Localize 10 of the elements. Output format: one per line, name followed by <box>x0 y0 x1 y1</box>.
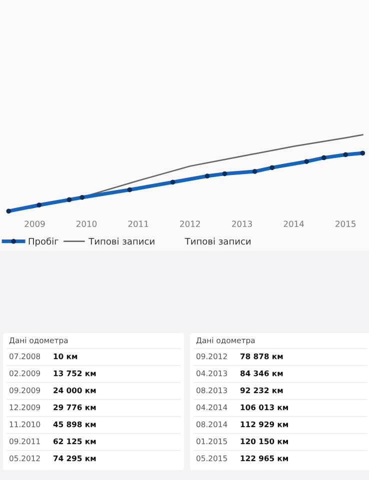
x-tick-label: 2011 <box>128 220 148 228</box>
x-tick-label: 2015 <box>336 220 356 228</box>
text: Типові записи <box>184 238 250 245</box>
x-tick-label: 2013 <box>232 220 252 228</box>
legend-label: Пробіг <box>28 238 58 246</box>
x-tick-label: 2014 <box>284 220 304 228</box>
x-tick-label: 2009 <box>24 220 45 228</box>
x-tick-label: 2010 <box>76 220 97 228</box>
x-tick-label: 2012 <box>180 220 200 228</box>
legend-label: Типові записи <box>88 238 154 245</box>
